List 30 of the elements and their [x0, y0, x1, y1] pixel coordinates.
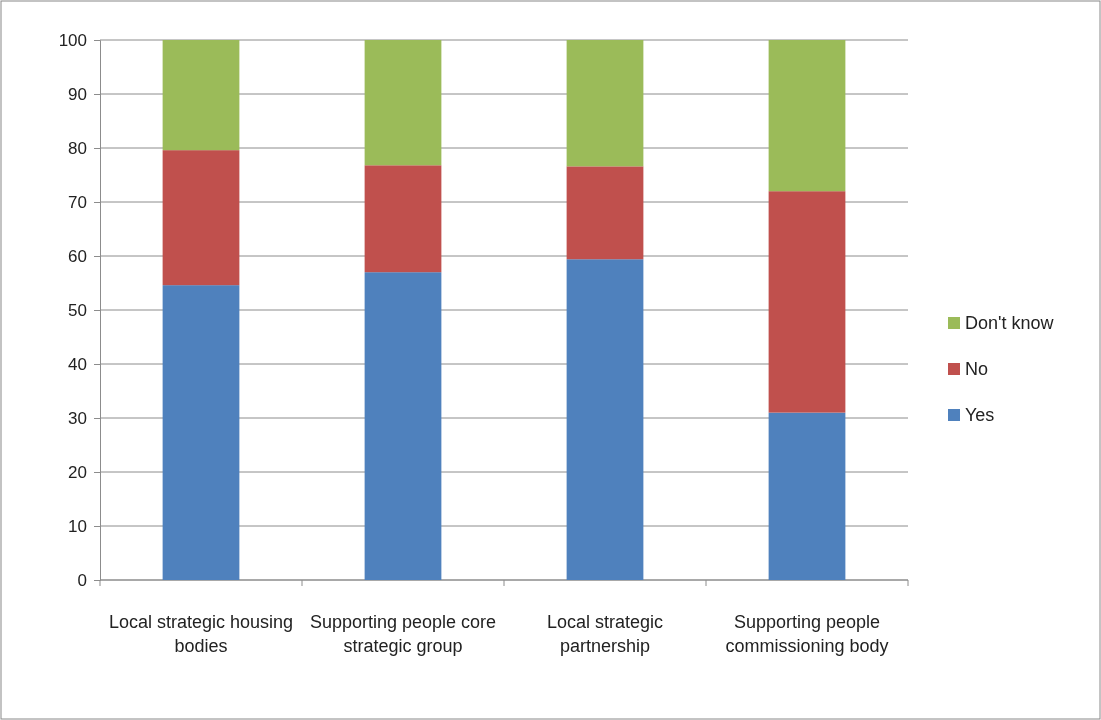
y-tick-label: 30: [68, 408, 87, 428]
bar: [364, 272, 442, 580]
bar: [162, 150, 240, 286]
x-tick-label: Supporting people core strategic group: [309, 612, 497, 657]
bar: [162, 285, 240, 580]
y-tick-label: 60: [68, 246, 87, 266]
bar: [768, 40, 846, 192]
y-tick-label: 80: [68, 138, 87, 158]
x-tick-label: Local strategic partnership: [546, 612, 664, 657]
bar: [566, 259, 644, 580]
y-tick-label: 70: [68, 192, 87, 212]
legend-label: Don't know: [965, 313, 1055, 333]
bar: [768, 191, 846, 413]
bar: [768, 412, 846, 580]
y-tick-label: 90: [68, 84, 87, 104]
y-tick-label: 100: [58, 30, 87, 50]
y-tick-label: 20: [68, 462, 87, 482]
bar: [364, 165, 442, 273]
y-tick-label: 10: [68, 516, 87, 536]
y-tick-label: 50: [68, 300, 87, 320]
y-tick-label: 0: [77, 570, 87, 590]
x-tick-label: Supporting people commissioning body: [725, 612, 889, 657]
bar: [566, 40, 644, 167]
legend-label: No: [965, 359, 989, 379]
x-tick-label: Local strategic housing bodies: [108, 612, 294, 657]
legend-label: Yes: [965, 405, 995, 425]
bar: [162, 40, 240, 151]
bar: [566, 166, 644, 260]
bar: [364, 40, 442, 166]
y-tick-label: 40: [68, 354, 87, 374]
